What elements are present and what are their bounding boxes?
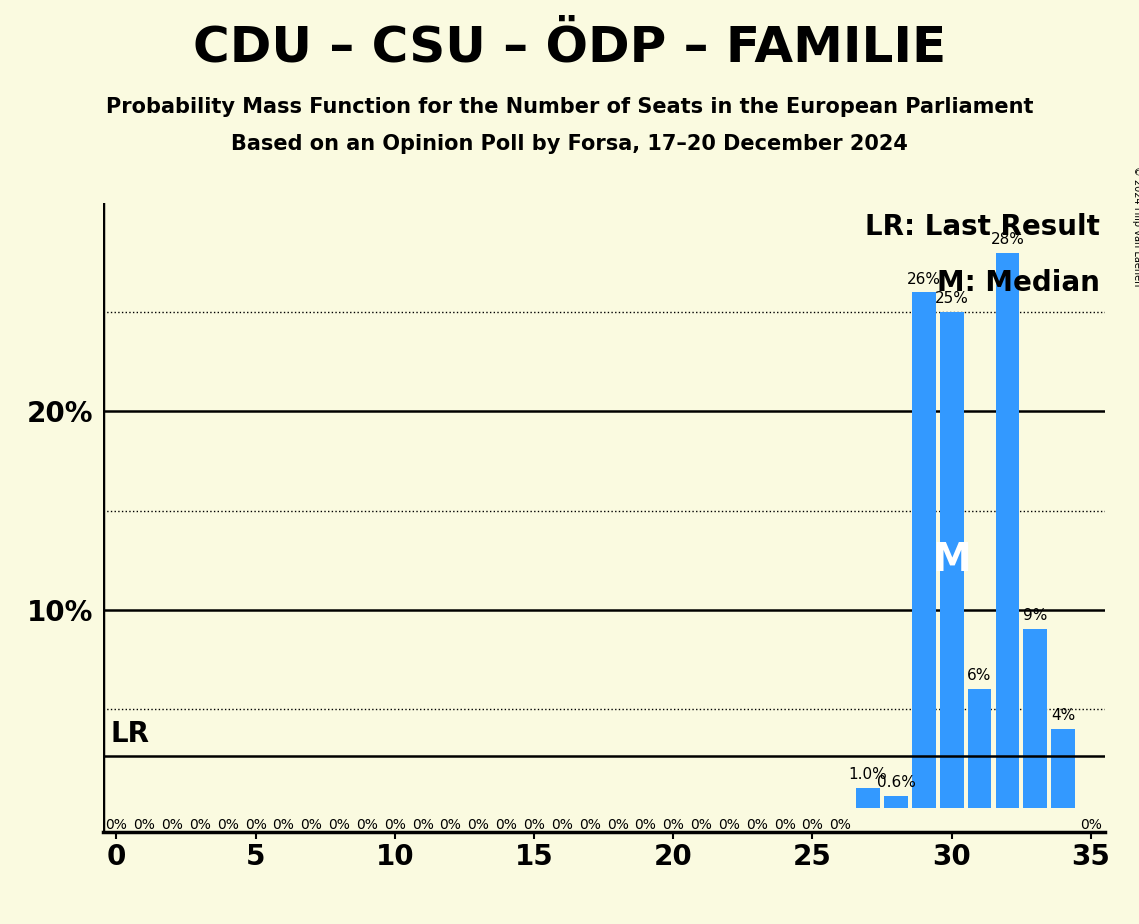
Text: 0%: 0% [718, 818, 740, 832]
Text: CDU – CSU – ÖDP – FAMILIE: CDU – CSU – ÖDP – FAMILIE [192, 23, 947, 71]
Text: 26%: 26% [907, 272, 941, 286]
Text: 0%: 0% [301, 818, 322, 832]
Text: 0%: 0% [328, 818, 350, 832]
Text: 0%: 0% [357, 818, 378, 832]
Text: 0%: 0% [607, 818, 629, 832]
Text: © 2024 Filip van Laenen: © 2024 Filip van Laenen [1132, 166, 1139, 286]
Text: 0%: 0% [216, 818, 239, 832]
Text: 0%: 0% [634, 818, 656, 832]
Text: 0%: 0% [690, 818, 712, 832]
Text: 9%: 9% [1023, 609, 1048, 624]
Text: 0%: 0% [579, 818, 600, 832]
Text: 25%: 25% [935, 291, 968, 307]
Text: 0%: 0% [829, 818, 851, 832]
Text: 0%: 0% [746, 818, 768, 832]
Text: 0%: 0% [106, 818, 128, 832]
Text: 0.6%: 0.6% [877, 775, 916, 790]
Bar [1051, 728, 1075, 808]
Text: 0%: 0% [802, 818, 823, 832]
Bar [995, 253, 1019, 808]
Text: 0%: 0% [133, 818, 155, 832]
Bar [912, 293, 936, 808]
Bar [857, 788, 880, 808]
Text: 0%: 0% [272, 818, 294, 832]
Text: 1.0%: 1.0% [849, 767, 887, 782]
Text: 0%: 0% [551, 818, 573, 832]
Bar [1023, 629, 1047, 808]
Text: 0%: 0% [245, 818, 267, 832]
Text: Probability Mass Function for the Number of Seats in the European Parliament: Probability Mass Function for the Number… [106, 97, 1033, 117]
Text: M: M [933, 541, 972, 579]
Text: 4%: 4% [1051, 708, 1075, 723]
Text: 0%: 0% [773, 818, 795, 832]
Text: LR: Last Result: LR: Last Result [865, 213, 1100, 241]
Text: 0%: 0% [162, 818, 183, 832]
Bar [968, 689, 991, 808]
Bar [940, 312, 964, 808]
Text: LR: LR [110, 721, 150, 748]
Bar [884, 796, 908, 808]
Text: 0%: 0% [412, 818, 434, 832]
Text: Based on an Opinion Poll by Forsa, 17–20 December 2024: Based on an Opinion Poll by Forsa, 17–20… [231, 134, 908, 154]
Text: 0%: 0% [384, 818, 405, 832]
Text: 6%: 6% [967, 668, 992, 683]
Text: 0%: 0% [663, 818, 685, 832]
Text: M: Median: M: Median [937, 269, 1100, 298]
Text: 0%: 0% [440, 818, 461, 832]
Text: 0%: 0% [523, 818, 544, 832]
Text: 0%: 0% [495, 818, 517, 832]
Text: 0%: 0% [1080, 818, 1101, 832]
Text: 0%: 0% [467, 818, 490, 832]
Text: 28%: 28% [991, 232, 1024, 247]
Text: 0%: 0% [189, 818, 211, 832]
